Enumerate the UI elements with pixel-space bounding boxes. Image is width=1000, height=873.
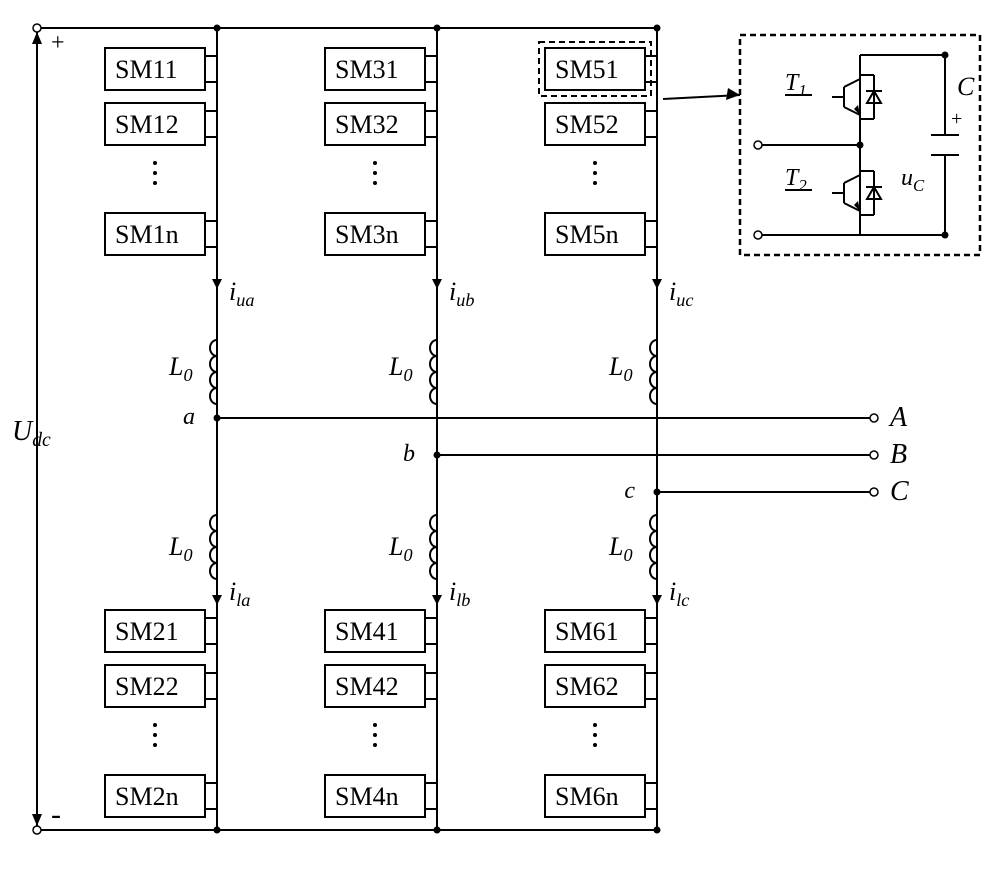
svg-text:SM2n: SM2n xyxy=(115,782,179,811)
svg-text:L0: L0 xyxy=(608,532,633,565)
svg-text:iuc: iuc xyxy=(669,277,693,310)
svg-text:B: B xyxy=(890,439,907,470)
svg-text:iub: iub xyxy=(449,277,474,310)
svg-text:L0: L0 xyxy=(608,352,633,385)
svg-text:SM31: SM31 xyxy=(335,55,399,84)
svg-text:SM42: SM42 xyxy=(335,672,399,701)
svg-text:SM61: SM61 xyxy=(555,617,619,646)
svg-text:SM12: SM12 xyxy=(115,110,179,139)
svg-text:+: + xyxy=(951,108,962,130)
svg-text:SM62: SM62 xyxy=(555,672,619,701)
svg-text:iua: iua xyxy=(229,277,254,310)
svg-text:ilb: ilb xyxy=(449,577,470,610)
svg-text:L0: L0 xyxy=(388,532,413,565)
svg-text:SM1n: SM1n xyxy=(115,220,179,249)
svg-text:SM6n: SM6n xyxy=(555,782,619,811)
svg-text:SM51: SM51 xyxy=(555,55,619,84)
svg-text:b: b xyxy=(403,441,415,467)
svg-text:Udc: Udc xyxy=(12,416,51,451)
svg-text:a: a xyxy=(183,404,195,430)
svg-text:C: C xyxy=(890,476,909,507)
svg-text:L0: L0 xyxy=(168,532,193,565)
svg-text:-: - xyxy=(51,798,61,831)
svg-text:SM52: SM52 xyxy=(555,110,619,139)
svg-text:SM3n: SM3n xyxy=(335,220,399,249)
svg-text:L0: L0 xyxy=(168,352,193,385)
svg-text:c: c xyxy=(624,478,635,504)
svg-text:C: C xyxy=(957,72,975,101)
svg-text:SM5n: SM5n xyxy=(555,220,619,249)
svg-text:SM11: SM11 xyxy=(115,55,178,84)
svg-text:SM21: SM21 xyxy=(115,617,179,646)
svg-text:SM4n: SM4n xyxy=(335,782,399,811)
svg-text:uC: uC xyxy=(901,165,925,195)
svg-text:A: A xyxy=(888,402,908,433)
svg-text:ilc: ilc xyxy=(669,577,689,610)
svg-text:SM22: SM22 xyxy=(115,672,179,701)
svg-text:SM32: SM32 xyxy=(335,110,399,139)
svg-text:+: + xyxy=(51,30,65,56)
svg-text:SM41: SM41 xyxy=(335,617,399,646)
svg-text:L0: L0 xyxy=(388,352,413,385)
svg-text:ila: ila xyxy=(229,577,250,610)
